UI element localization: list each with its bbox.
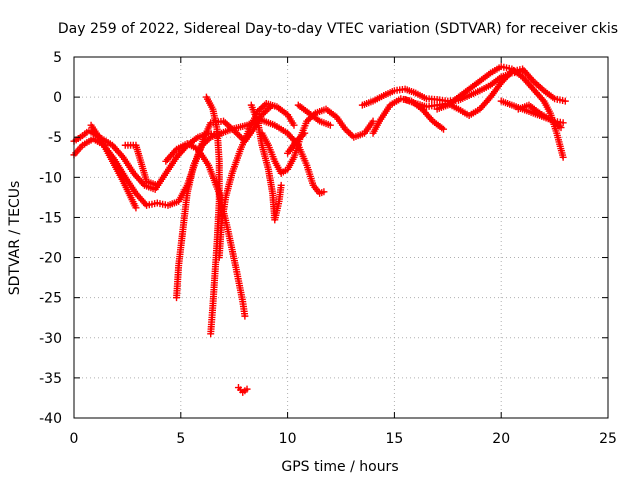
axis-ticks: [73, 56, 609, 419]
y-tick-label: 0: [53, 90, 62, 106]
data-point: [559, 153, 567, 161]
x-tick-label: 25: [599, 431, 617, 447]
tick-labels: 0 5 10 15 20 25 5 0 -5 -10 -15 -20 -25 -30 -35 -40: [39, 50, 617, 447]
data-point: [497, 79, 505, 87]
series-arc-08: [215, 100, 298, 262]
series-arc-13: [234, 384, 251, 396]
y-tick-label: -30: [39, 331, 62, 347]
x-tick-label: 20: [492, 431, 510, 447]
y-tick-label: -15: [39, 210, 62, 226]
series-layer: [70, 63, 569, 396]
x-tick-label: 15: [385, 431, 403, 447]
y-tick-label: -20: [39, 251, 62, 267]
chart-title: Day 259 of 2022, Sidereal Day-to-day VTE…: [58, 21, 618, 37]
data-point: [243, 385, 251, 393]
series-arc-11: [294, 101, 334, 129]
data-point: [369, 117, 377, 125]
series-arc-12: [284, 129, 309, 157]
data-point: [502, 74, 510, 82]
x-tick-label: 0: [70, 431, 79, 447]
series-arc-10: [258, 105, 377, 177]
data-point: [326, 121, 334, 129]
data-point: [440, 125, 448, 133]
data-point: [557, 124, 565, 132]
data-point: [559, 119, 567, 127]
data-point: [499, 77, 507, 85]
data-point: [500, 75, 508, 83]
data-point: [320, 188, 328, 196]
series-arc-03: [87, 121, 140, 212]
data-point: [290, 121, 298, 129]
series-arc-16: [401, 65, 569, 120]
data-point: [153, 181, 161, 189]
series-arc-09: [247, 101, 285, 224]
data-point: [277, 181, 285, 189]
y-tick-label: -5: [48, 130, 62, 146]
series-arc-14: [369, 95, 448, 137]
y-tick-label: -10: [39, 170, 62, 186]
series-arc-19: [514, 101, 565, 132]
x-tick-label: 5: [176, 431, 185, 447]
data-point: [207, 330, 215, 338]
data-point: [561, 97, 569, 105]
y-tick-label: 5: [53, 50, 62, 66]
data-point: [503, 72, 511, 80]
y-tick-label: -25: [39, 291, 62, 307]
data-point: [132, 204, 140, 212]
y-tick-label: -35: [39, 371, 62, 387]
y-axis-title: SDTVAR / TECUs: [7, 181, 23, 296]
data-point: [505, 71, 513, 79]
x-axis-title: GPS time / hours: [281, 459, 398, 475]
data-point: [301, 129, 309, 137]
series-arc-04: [121, 141, 161, 189]
y-tick-label: -40: [39, 411, 62, 427]
x-tick-label: 10: [279, 431, 297, 447]
data-point: [241, 312, 249, 320]
plot-frame: [73, 56, 609, 419]
series-arc-06: [173, 116, 328, 302]
